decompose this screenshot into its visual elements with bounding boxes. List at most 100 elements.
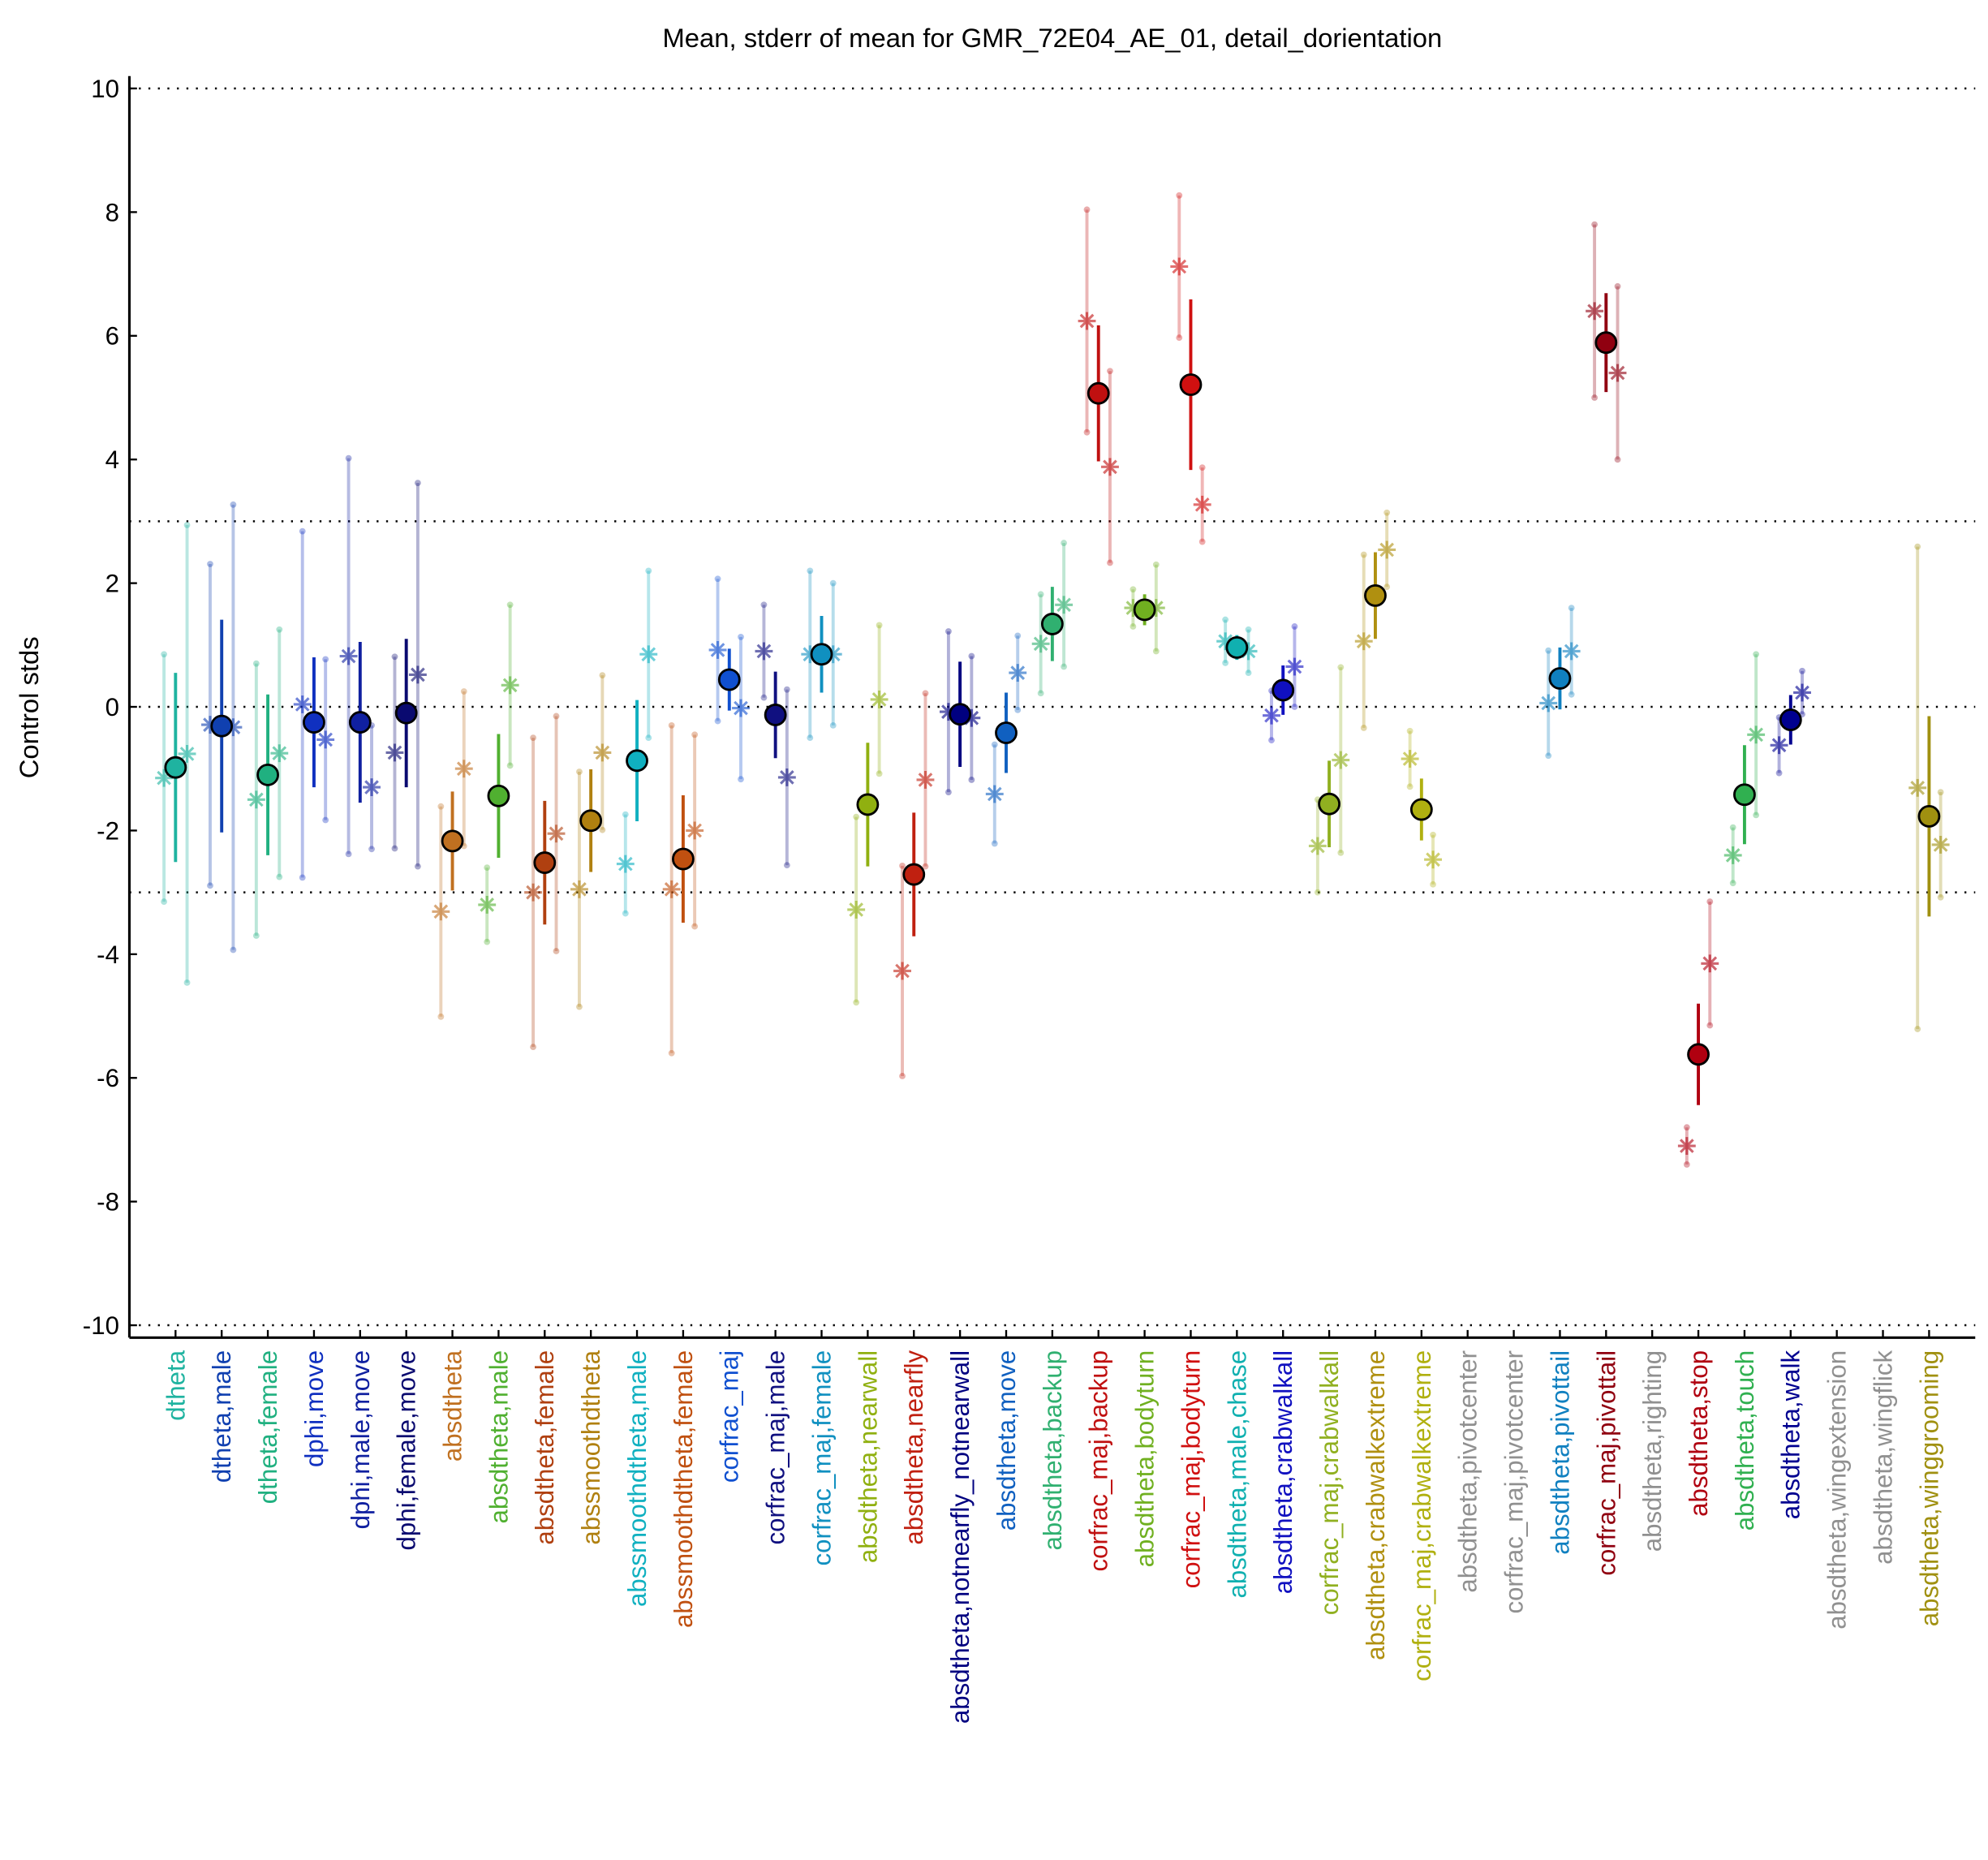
side-error-cap (876, 770, 883, 777)
category-group (247, 626, 289, 939)
side-error-cap (691, 923, 699, 930)
side-error-cap (1176, 192, 1183, 199)
side-error-cap (1314, 889, 1321, 896)
y-axis-label: Control stds (14, 636, 44, 778)
x-tick-label: absdtheta,touch (1731, 1350, 1759, 1531)
asterisk (870, 690, 889, 708)
side-error-cap (945, 628, 952, 635)
asterisk (1031, 635, 1050, 653)
y-tick-label: 8 (105, 198, 119, 226)
side-error-cap (506, 762, 514, 769)
side-error-cap (299, 874, 306, 881)
side-error-cap (1291, 704, 1298, 710)
asterisk (916, 771, 935, 789)
side-error-cap (1037, 591, 1044, 598)
mean-marker (1594, 331, 1618, 355)
asterisk (547, 825, 566, 843)
asterisk (1078, 312, 1096, 330)
asterisk-stroke (780, 770, 794, 785)
asterisk-stroke (318, 732, 333, 747)
side-error-cap (853, 999, 860, 1006)
side-error-cap (1683, 1161, 1690, 1168)
side-error-cap (1107, 559, 1113, 566)
x-tick-label: dphi,move (300, 1350, 329, 1467)
x-tick-label: dtheta,male (208, 1350, 236, 1483)
asterisk (316, 730, 335, 749)
side-error-cap (1614, 456, 1621, 463)
side-error-cap (829, 579, 837, 587)
side-error-cap (1430, 880, 1436, 888)
side-error-cap (1152, 561, 1160, 568)
category-group (939, 628, 981, 796)
side-error-cap (368, 846, 375, 853)
category-group (478, 601, 519, 945)
x-tick-label: absdtheta (438, 1350, 467, 1462)
asterisk-stroke (1402, 751, 1418, 766)
side-error-cap (1568, 605, 1575, 612)
mean-marker (1917, 804, 1941, 828)
side-error-cap (968, 777, 975, 783)
category-group (985, 632, 1027, 847)
x-tick-label: absdtheta,pivottail (1546, 1350, 1574, 1555)
side-error-cap (553, 713, 560, 720)
asterisk-stroke (849, 902, 864, 917)
side-error-cap (276, 626, 283, 633)
asterisk (1747, 725, 1766, 744)
asterisk-stroke (1749, 727, 1763, 743)
side-error-cap (230, 501, 237, 508)
category-group (1354, 509, 1396, 731)
x-tick-label: dphi,female,move (393, 1350, 421, 1551)
x-tick-label: corfrac_maj,crabwalkall (1315, 1350, 1344, 1615)
asterisk (1723, 846, 1742, 864)
category-group (1539, 605, 1581, 760)
side-error-cap (1568, 691, 1575, 698)
asterisk (270, 744, 289, 763)
x-tick-label: corfrac_maj,bodyturn (1177, 1350, 1205, 1588)
y-tick-label: 4 (105, 446, 119, 474)
asterisk (432, 902, 450, 921)
mean-marker (856, 793, 880, 816)
side-error-cap (1545, 647, 1552, 654)
side-error-cap (968, 652, 975, 660)
asterisk (755, 642, 773, 661)
side-error-cap (1245, 670, 1252, 677)
x-tick-label: absdtheta,move (992, 1350, 1021, 1531)
side-error-cap (1914, 1026, 1921, 1032)
x-tick-label: absdtheta,walk (1777, 1350, 1805, 1520)
side-error-cap (1799, 667, 1805, 674)
category-group (1216, 616, 1258, 677)
side-error-cap (853, 813, 860, 820)
side-error-cap (1706, 1022, 1714, 1029)
asterisk-stroke (295, 697, 310, 712)
side-error-cap (506, 601, 514, 609)
side-error-cap (760, 601, 768, 609)
side-error-cap (1107, 368, 1113, 375)
asterisk-stroke (1679, 1139, 1694, 1153)
category-group (1677, 898, 1719, 1168)
asterisk (339, 647, 358, 665)
side-error-cap (1198, 538, 1206, 545)
asterisk (1608, 364, 1627, 382)
asterisk-stroke (1033, 636, 1048, 652)
side-error-cap (1775, 769, 1783, 777)
side-error-cap (1406, 727, 1414, 734)
asterisk-stroke (456, 761, 471, 777)
side-error-cap (161, 651, 168, 658)
x-tick-label: corfrac_maj,male (762, 1350, 790, 1545)
category-group (1031, 540, 1074, 697)
side-error-cap (1222, 660, 1229, 666)
x-tick-label: absdtheta,wingextension (1823, 1350, 1852, 1630)
side-error-cap (1061, 540, 1067, 546)
x-tick-label: absdtheta,male (484, 1350, 513, 1524)
side-error-cap (922, 690, 929, 697)
asterisk (1332, 751, 1350, 769)
asterisk-stroke (1056, 597, 1071, 613)
category-group (1078, 206, 1119, 566)
asterisk-stroke (1264, 708, 1279, 723)
asterisk-stroke (433, 904, 449, 919)
category-group (1586, 221, 1627, 463)
side-error-cap (414, 863, 421, 870)
asterisk-stroke (1079, 313, 1095, 329)
